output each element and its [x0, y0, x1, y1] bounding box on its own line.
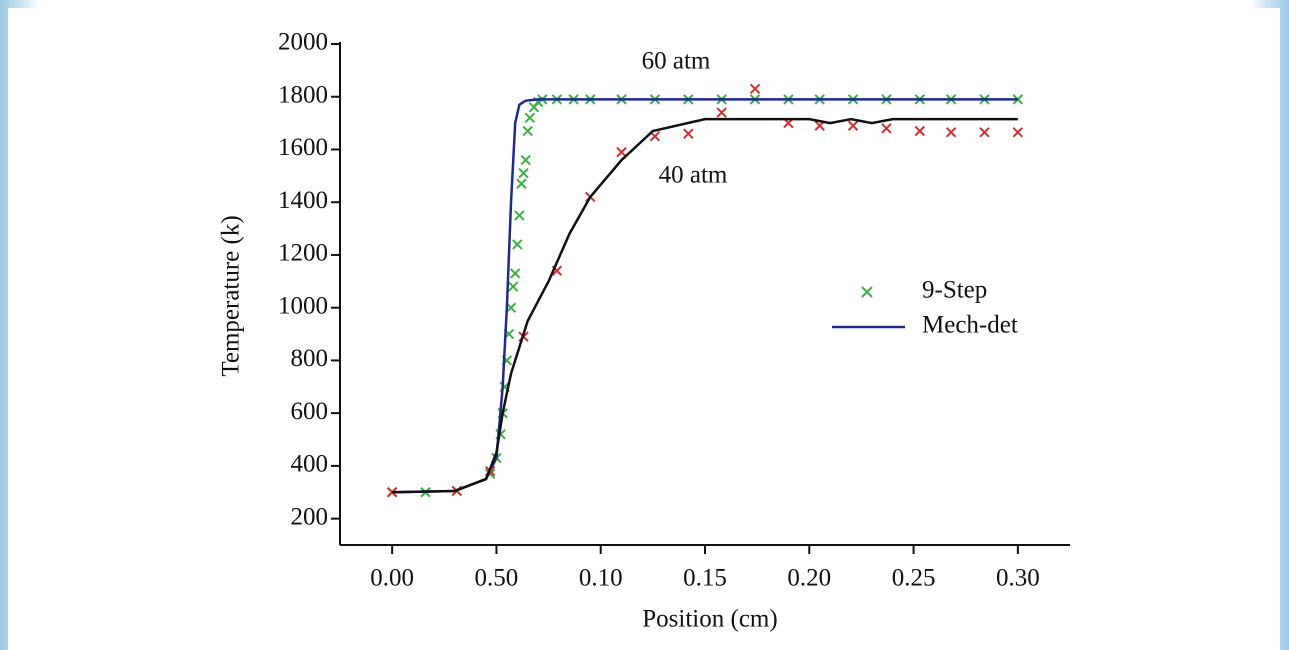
y-tick-label: 1400 [278, 187, 328, 214]
series-marker [979, 127, 990, 138]
series-marker [1012, 94, 1024, 105]
y-tick-label: 200 [291, 503, 329, 530]
series-marker [516, 178, 527, 189]
series-marker [522, 125, 533, 137]
y-tick-label: 600 [291, 398, 329, 425]
series-marker [881, 123, 892, 134]
y-tick-label: 2000 [278, 29, 328, 56]
annotation: 40 atm [659, 162, 728, 189]
series-marker [1012, 127, 1024, 138]
panel [8, 8, 1280, 650]
series-marker [507, 281, 519, 292]
annotation: 60 atm [642, 48, 711, 75]
legend-label: Mech-det [922, 312, 1018, 339]
x-tick-label: 0.15 [683, 565, 727, 592]
y-tick-label: 800 [291, 345, 329, 372]
series-marker [518, 167, 529, 179]
series-marker [683, 128, 694, 139]
series-marker [512, 239, 523, 250]
series-marker [847, 120, 859, 131]
series-marker [945, 127, 957, 138]
series-marker [914, 125, 926, 137]
legend-label: 9-Step [922, 277, 987, 304]
series-marker [514, 210, 525, 221]
y-tick-label: 1600 [278, 134, 328, 161]
x-tick-label: 0.50 [475, 565, 519, 592]
x-tick-label: 0.00 [370, 565, 414, 592]
x-tick-label: 0.10 [579, 565, 623, 592]
series-line [392, 117, 1018, 494]
series-marker [509, 268, 521, 279]
y-tick-label: 400 [291, 451, 329, 478]
series-marker [749, 83, 761, 95]
y-axis-label: Temperature (k) [218, 215, 245, 376]
series-marker [520, 154, 531, 166]
x-tick-label: 0.30 [996, 565, 1040, 592]
series-marker [616, 146, 627, 158]
series-marker [524, 112, 536, 124]
y-tick-label: 1800 [278, 81, 328, 108]
y-tick-label: 1000 [278, 292, 328, 319]
x-axis-label: Position (cm) [642, 606, 777, 633]
x-tick-label: 0.25 [892, 565, 936, 592]
y-tick-label: 1200 [278, 240, 328, 267]
x-tick-label: 0.20 [787, 565, 831, 592]
series-marker [716, 107, 727, 118]
legend-swatch [861, 286, 873, 298]
